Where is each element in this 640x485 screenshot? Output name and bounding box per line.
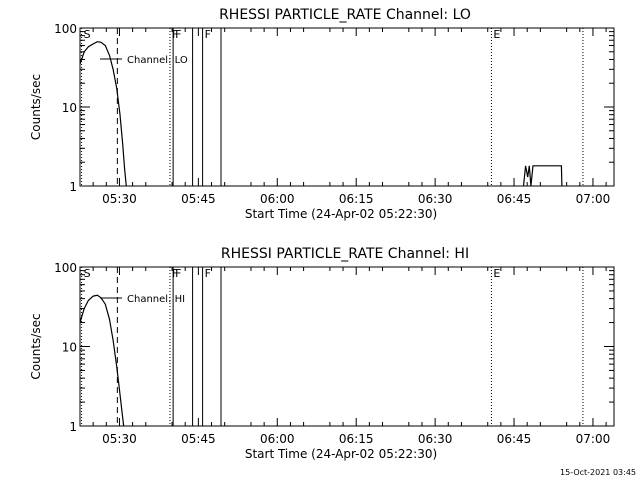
event-marker-label: E [493,267,500,280]
y-tick-label: 1 [69,180,77,194]
x-axis-label: Start Time (24-Apr-02 05:22:30) [245,447,437,461]
x-tick-label: 07:00 [576,432,611,446]
x-axis-label: Start Time (24-Apr-02 05:22:30) [245,207,437,221]
x-tick-label: 06:00 [260,192,295,206]
event-marker-label: S [84,28,91,41]
x-tick-label: 06:15 [339,192,374,206]
event-marker-label: F [205,28,211,41]
plot-frame [79,266,615,427]
event-marker-label: F [172,267,178,280]
chart-panel-hi: RHESSI PARTICLE_RATE Channel: HI Counts/s… [29,246,615,461]
event-marker-label: F [172,28,178,41]
x-tick-label: 06:00 [260,432,295,446]
plot-frame [79,27,615,187]
chart-title: RHESSI PARTICLE_RATE Channel: HI [221,246,469,262]
y-axis-label: Counts/sec [29,313,43,379]
event-marker-label: F [205,267,211,280]
x-tick-label: 05:45 [181,432,216,446]
event-marker-label: S [84,267,91,280]
data-series-line [79,294,125,427]
x-tick-label: 06:30 [418,432,453,446]
y-tick-label: 1 [69,420,77,434]
x-tick-label: 05:30 [102,192,137,206]
data-series-line [79,41,127,187]
legend-label: Channel: HI [127,294,185,305]
event-marker-label: F [175,28,181,41]
footer-timestamp: 15-Oct-2021 03:45 [560,468,636,477]
data-series-line [522,165,563,187]
x-tick-label: 06:45 [497,432,532,446]
chart-title: RHESSI PARTICLE_RATE Channel: LO [219,7,471,23]
x-tick-label: 05:45 [181,192,216,206]
event-marker-label: E [493,28,500,41]
y-tick-label: 10 [62,101,77,115]
x-tick-label: 06:30 [418,192,453,206]
y-tick-label: 100 [54,22,77,36]
y-axis-label: Counts/sec [29,74,43,140]
chart-panel-lo: RHESSI PARTICLE_RATE Channel: LO Counts/s… [29,7,615,221]
x-tick-label: 06:15 [339,432,374,446]
y-tick-label: 100 [54,261,77,275]
event-marker-label: F [175,267,181,280]
x-tick-label: 06:45 [497,192,532,206]
y-tick-label: 10 [62,341,77,355]
x-tick-label: 05:30 [102,432,137,446]
legend-label: Channel: LO [127,55,188,66]
x-tick-label: 07:00 [576,192,611,206]
